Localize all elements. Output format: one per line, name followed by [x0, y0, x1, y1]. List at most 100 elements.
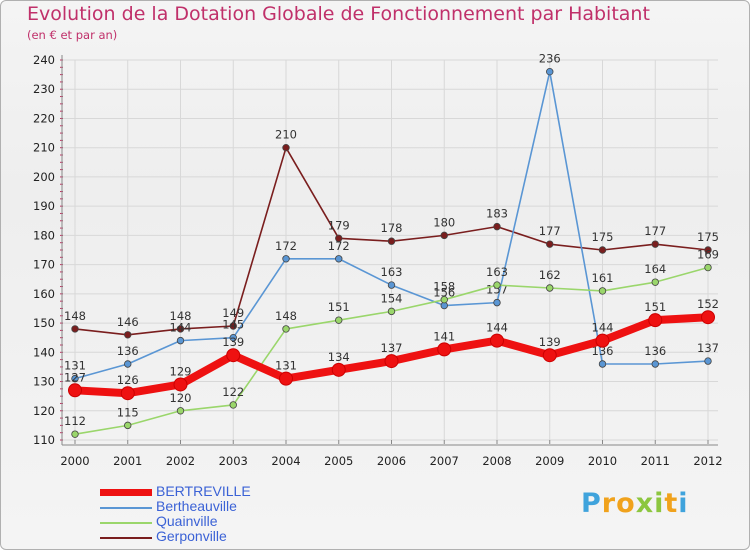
y-tick-label: 190	[33, 199, 55, 213]
data-point-bertreville	[595, 333, 610, 348]
x-tick-label: 2007	[430, 454, 459, 468]
data-label-quainville: 148	[275, 309, 297, 323]
data-label-bertreville: 151	[644, 300, 666, 314]
data-label-quainville: 115	[117, 405, 139, 419]
y-tick-label: 200	[33, 170, 55, 184]
data-label-bertreville: 139	[539, 335, 561, 349]
data-label-bertheauville: 136	[592, 344, 614, 358]
data-label-gerponville: 178	[381, 221, 403, 235]
legend-swatch-bertreville	[100, 489, 152, 496]
data-label-gerponville: 146	[117, 315, 139, 329]
data-label-bertreville: 144	[592, 321, 614, 335]
logo-letter: t	[664, 488, 679, 519]
data-label-quainville: 122	[222, 385, 244, 399]
y-tick-label: 170	[33, 258, 55, 272]
data-label-quainville: 162	[539, 268, 561, 282]
data-label-quainville: 161	[592, 271, 614, 285]
legend-swatch-gerponville	[100, 537, 152, 539]
y-tick-label: 110	[33, 433, 55, 447]
data-label-bertreville: 134	[328, 350, 350, 364]
data-label-quainville: 112	[64, 414, 86, 428]
data-point-bertheauville	[71, 374, 79, 383]
data-label-bertheauville: 131	[64, 359, 86, 373]
data-point-gerponville	[229, 322, 237, 330]
data-point-quainville	[387, 307, 396, 316]
data-label-bertreville: 137	[381, 341, 403, 355]
data-point-quainville	[493, 281, 501, 289]
data-label-quainville: 154	[381, 291, 403, 305]
data-point-bertreville	[279, 371, 293, 386]
data-point-quainville	[282, 325, 290, 333]
legend-label-bertreville: BERTREVILLE	[156, 483, 251, 499]
data-point-gerponville	[387, 237, 396, 245]
data-label-bertheauville: 236	[539, 52, 561, 66]
data-label-bertheauville: 172	[275, 239, 297, 253]
data-point-bertreville	[490, 333, 504, 348]
data-label-bertheauville: 136	[117, 344, 139, 358]
data-label-gerponville: 210	[275, 128, 297, 142]
data-label-gerponville: 148	[170, 309, 192, 323]
data-label-bertheauville: 145	[222, 318, 244, 332]
data-point-gerponville	[282, 143, 290, 152]
logo-letter: P	[581, 488, 602, 519]
logo-letter: o	[616, 488, 636, 519]
data-label-quainville: 158	[433, 280, 455, 294]
x-tick-label: 2002	[166, 454, 195, 468]
y-tick-label: 180	[33, 228, 55, 242]
data-point-gerponville	[598, 246, 607, 254]
data-label-gerponville: 175	[592, 230, 614, 244]
y-tick-label: 230	[33, 82, 55, 96]
data-label-quainville: 151	[328, 300, 350, 314]
data-label-bertheauville: 156	[433, 286, 455, 300]
data-label-bertheauville: 136	[644, 344, 666, 358]
data-point-bertreville	[384, 354, 399, 369]
logo-letter: x	[635, 488, 655, 519]
legend-label-gerponville: Gerponville	[156, 528, 227, 544]
data-point-bertheauville	[124, 360, 132, 368]
data-label-bertheauville: 137	[697, 341, 719, 355]
data-label-gerponville: 183	[486, 207, 508, 221]
data-label-gerponville: 148	[64, 309, 86, 323]
data-point-gerponville	[176, 325, 185, 333]
data-point-bertheauville	[598, 360, 607, 368]
data-point-bertreville	[120, 386, 135, 401]
data-label-bertreville: 141	[433, 329, 455, 343]
chart-subtitle: (en € et par an)	[27, 28, 118, 42]
legend-swatch-quainville	[100, 522, 152, 524]
proxiti-logo: Proxiti	[581, 488, 689, 519]
data-point-bertheauville	[704, 357, 712, 365]
data-point-bertheauville	[335, 255, 343, 263]
data-label-quainville: 120	[170, 391, 192, 405]
x-tick-label: 2005	[324, 454, 353, 468]
data-point-bertreville	[437, 342, 452, 357]
data-label-gerponville: 180	[433, 215, 455, 229]
data-point-gerponville	[71, 325, 79, 333]
data-label-bertreville: 127	[64, 370, 86, 384]
y-tick-label: 120	[33, 404, 55, 418]
data-point-gerponville	[440, 231, 448, 240]
data-point-bertreville	[648, 313, 663, 328]
data-label-bertreville: 126	[117, 373, 139, 387]
data-label-bertreville: 144	[486, 321, 508, 335]
data-point-gerponville	[335, 234, 343, 243]
data-point-quainville	[546, 284, 554, 292]
x-tick-label: 2000	[60, 454, 89, 468]
data-point-gerponville	[124, 331, 132, 339]
y-tick-label: 210	[33, 141, 55, 155]
x-tick-label: 2004	[271, 454, 300, 468]
data-point-bertheauville	[387, 281, 396, 289]
data-point-bertheauville	[651, 360, 659, 368]
legend-label-bertheauville: Bertheauville	[156, 498, 237, 514]
data-point-bertreville	[331, 362, 346, 377]
logo-letter: i	[654, 488, 665, 519]
y-tick-label: 220	[33, 111, 55, 125]
data-label-bertheauville: 163	[381, 265, 403, 279]
x-tick-label: 2006	[377, 454, 406, 468]
y-tick-label: 150	[33, 316, 55, 330]
data-label-gerponville: 149	[222, 306, 244, 320]
y-tick-label: 130	[33, 375, 55, 389]
x-tick-label: 2001	[113, 454, 142, 468]
legend-label-quainville: Quainville	[156, 513, 218, 529]
data-label-gerponville: 175	[697, 230, 719, 244]
